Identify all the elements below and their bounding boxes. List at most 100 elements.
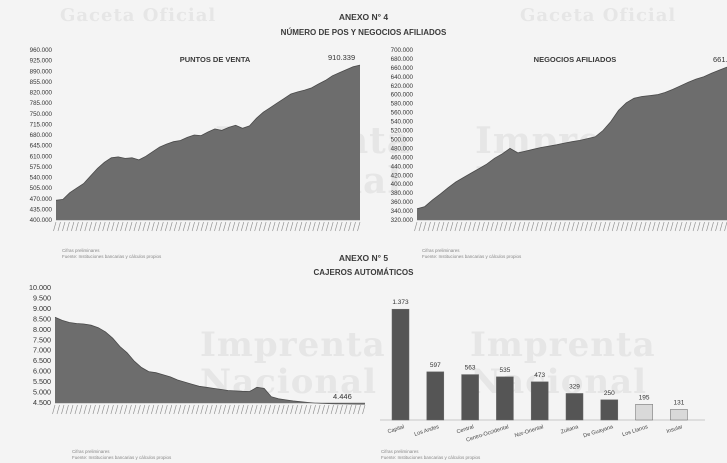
y-tick-label: 505.000 xyxy=(30,185,53,192)
x-tick-mark xyxy=(441,221,445,232)
x-tick-mark xyxy=(133,404,137,415)
x-tick-mark xyxy=(200,221,204,232)
x-tick-mark xyxy=(213,404,218,415)
x-tick-mark xyxy=(357,221,361,232)
x-tick-mark xyxy=(214,221,218,232)
y-tick-label: 960.000 xyxy=(30,47,53,54)
y-tick-label: 680.000 xyxy=(391,56,414,63)
x-tick-mark xyxy=(164,221,169,232)
x-tick-mark xyxy=(129,221,133,232)
x-tick-mark xyxy=(276,221,280,232)
x-tick-mark xyxy=(285,404,289,415)
x-tick-mark xyxy=(299,404,303,415)
x-tick-mark xyxy=(66,221,70,232)
x-tick-mark xyxy=(133,221,137,232)
x-tick-mark xyxy=(88,404,92,415)
x-tick-mark xyxy=(57,221,61,232)
x-tick-mark xyxy=(602,221,606,232)
x-tick-mark xyxy=(147,221,151,232)
x-tick-mark xyxy=(454,221,458,232)
category-label: De Guayana xyxy=(583,424,615,440)
x-tick-mark xyxy=(580,221,584,232)
x-tick-mark xyxy=(566,221,571,232)
y-tick-label: 600.000 xyxy=(391,92,414,99)
bar-value-label: 329 xyxy=(569,383,580,390)
x-tick-mark xyxy=(93,221,97,232)
pos-note-source: Fuente: Instituciones bancarias y cálcul… xyxy=(62,253,162,259)
x-tick-mark xyxy=(231,404,235,415)
category-label: Nor-Oriental xyxy=(514,424,544,439)
x-tick-mark xyxy=(115,221,119,232)
y-tick-label: 540.000 xyxy=(391,119,414,126)
x-tick-mark xyxy=(294,404,298,415)
annex5-subtitle: CAJEROS AUTOMÁTICOS xyxy=(313,268,414,277)
x-tick-mark xyxy=(56,404,60,415)
x-tick-mark xyxy=(102,221,106,232)
x-tick-mark xyxy=(258,221,262,232)
affiliates-note-source: Fuente: Instituciones bancarias y cálcul… xyxy=(422,253,522,259)
x-tick-mark xyxy=(616,221,620,232)
x-tick-mark xyxy=(169,404,173,415)
x-tick-mark xyxy=(477,221,481,232)
x-tick-mark xyxy=(701,221,705,232)
x-tick-mark xyxy=(74,404,78,415)
x-tick-mark xyxy=(607,221,611,232)
x-tick-mark xyxy=(481,221,485,232)
x-tick-mark xyxy=(263,221,267,232)
y-tick-label: 5.000 xyxy=(33,388,51,397)
y-tick-label: 575.000 xyxy=(30,164,53,171)
y-tick-label: 400.000 xyxy=(30,217,53,224)
affiliates-note-prelim: Cifras preliminares xyxy=(422,248,460,253)
x-tick-mark xyxy=(195,404,200,415)
x-tick-mark xyxy=(312,404,316,415)
x-tick-mark xyxy=(531,221,535,232)
x-tick-mark xyxy=(710,221,714,232)
x-tick-mark xyxy=(267,404,271,415)
x-tick-mark xyxy=(200,404,204,415)
y-tick-label: 500.000 xyxy=(391,136,414,143)
x-tick-mark xyxy=(254,404,258,415)
y-tick-label: 8.500 xyxy=(33,314,51,323)
y-tick-label: 480.000 xyxy=(391,145,414,152)
bar-value-label: 250 xyxy=(604,390,615,397)
y-tick-label: 10.000 xyxy=(29,283,51,292)
y-tick-label: 7.500 xyxy=(33,335,51,344)
bar-value-label: 535 xyxy=(499,367,510,374)
x-tick-mark xyxy=(647,221,651,232)
x-tick-mark xyxy=(285,221,289,232)
x-tick-mark xyxy=(540,221,544,232)
x-tick-mark xyxy=(688,221,692,232)
x-tick-mark xyxy=(218,221,222,232)
x-tick-mark xyxy=(156,221,160,232)
x-tick-mark xyxy=(53,221,57,232)
x-tick-mark xyxy=(575,221,580,232)
x-tick-mark xyxy=(218,404,222,415)
x-tick-mark xyxy=(661,221,665,232)
x-tick-mark xyxy=(362,404,366,415)
x-tick-mark xyxy=(236,221,240,232)
y-tick-label: 4.500 xyxy=(33,398,51,407)
x-tick-mark xyxy=(223,221,227,232)
bar xyxy=(565,393,584,421)
x-tick-mark xyxy=(88,221,93,232)
last-value-label: 661.74 xyxy=(713,55,727,64)
bar xyxy=(600,399,619,421)
x-tick-mark xyxy=(548,221,553,232)
annex4-title: ANEXO N° 4 xyxy=(338,12,389,22)
x-tick-mark xyxy=(79,404,83,415)
x-tick-mark xyxy=(427,221,431,232)
bar xyxy=(426,371,445,421)
x-tick-mark xyxy=(182,404,186,415)
chart-title: PUNTOS DE VENTA xyxy=(180,55,251,64)
y-tick-label: 9.000 xyxy=(33,304,51,313)
chart-title: NEGOCIOS AFILIADOS xyxy=(534,55,617,64)
x-tick-mark xyxy=(562,221,566,232)
x-tick-mark xyxy=(652,221,656,232)
x-tick-mark xyxy=(245,404,249,415)
x-tick-mark xyxy=(450,221,454,232)
x-tick-mark xyxy=(535,221,539,232)
x-tick-mark xyxy=(205,221,209,232)
x-tick-mark xyxy=(593,221,597,232)
x-tick-mark xyxy=(665,221,669,232)
x-tick-mark xyxy=(414,221,418,232)
